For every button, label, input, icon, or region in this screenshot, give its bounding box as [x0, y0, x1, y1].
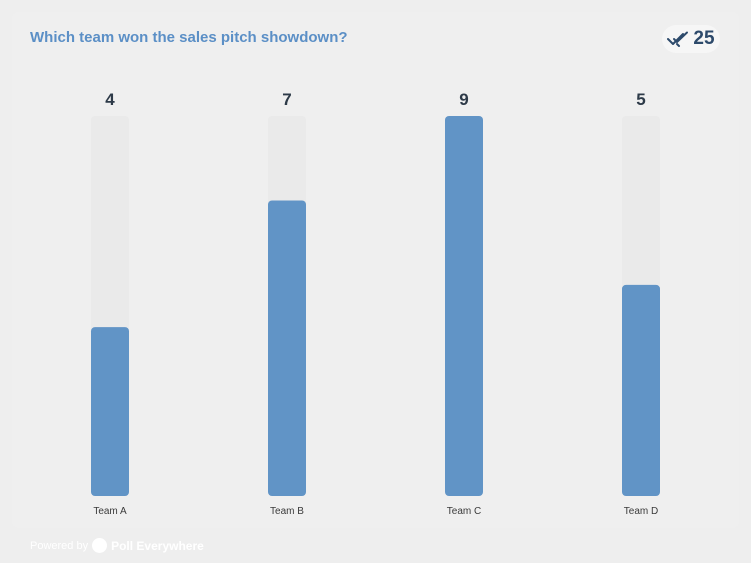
bar-team-b [268, 200, 306, 496]
bar-value-label: 5 [636, 90, 645, 109]
bar-value-label: 7 [282, 90, 291, 109]
bar-value-label: 9 [459, 90, 468, 109]
powered-by-text: Powered by [30, 540, 88, 552]
bar-team-a [91, 327, 129, 496]
category-label: Team C [447, 506, 481, 517]
poll-everywhere-logo-icon [92, 538, 107, 553]
footer: Powered by Poll Everywhere [30, 538, 204, 553]
bar-team-c [445, 116, 483, 496]
brand-name: Poll Everywhere [111, 539, 204, 553]
bar-team-d [622, 285, 660, 496]
bar-value-label: 4 [105, 90, 115, 109]
category-label: Team A [93, 506, 127, 517]
category-label: Team D [624, 506, 658, 517]
category-label: Team B [270, 506, 304, 517]
